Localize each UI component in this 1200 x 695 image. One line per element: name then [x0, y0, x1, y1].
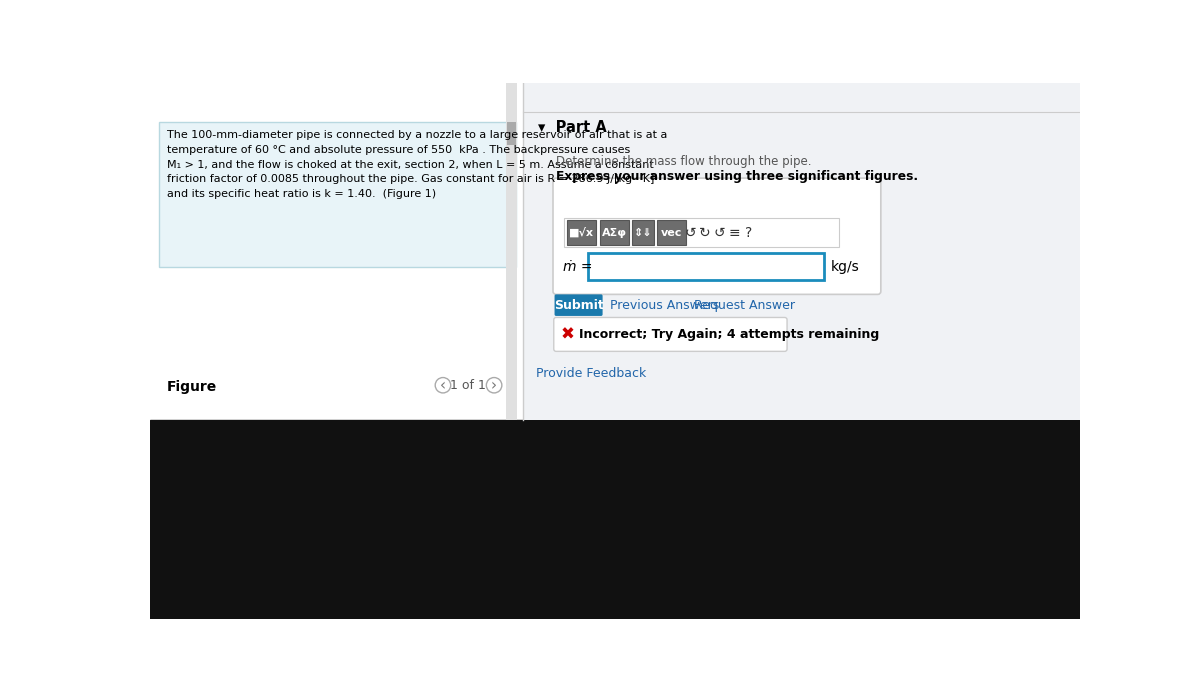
Text: vec: vec — [661, 228, 683, 238]
Text: ṁ =: ṁ = — [563, 260, 593, 274]
Text: Express your answer using three significant figures.: Express your answer using three signific… — [556, 170, 918, 183]
Text: ■√x: ■√x — [569, 227, 594, 238]
Text: M₁ > 1, and the flow is choked at the exit, section 2, when L = 5 m. Assume a co: M₁ > 1, and the flow is choked at the ex… — [167, 160, 654, 170]
Text: The 100-mm-diameter pipe is connected by a nozzle to a large reservoir of air th: The 100-mm-diameter pipe is connected by… — [167, 131, 667, 140]
Text: ▾  Part A: ▾ Part A — [538, 120, 606, 136]
Text: ›: › — [491, 378, 497, 393]
Bar — [566, 220, 596, 245]
Bar — [523, 83, 1080, 420]
Circle shape — [436, 377, 451, 393]
Text: ↻: ↻ — [700, 226, 710, 240]
FancyBboxPatch shape — [553, 178, 881, 295]
Text: ↺: ↺ — [714, 226, 726, 240]
Text: 1 of 1: 1 of 1 — [450, 379, 486, 392]
Text: Submit: Submit — [553, 299, 604, 311]
Text: ≡: ≡ — [728, 226, 740, 240]
Text: ↺: ↺ — [684, 226, 696, 240]
Text: friction factor of 0.0085 throughout the pipe. Gas constant for air is R = 286.9: friction factor of 0.0085 throughout the… — [167, 174, 654, 184]
Text: Figure: Figure — [167, 380, 217, 394]
Text: ⇕⇓: ⇕⇓ — [634, 228, 653, 238]
Bar — [632, 220, 654, 245]
Text: Determine the mass flow through the pipe.: Determine the mass flow through the pipe… — [556, 155, 811, 168]
Text: ✖: ✖ — [560, 325, 575, 343]
Bar — [160, 122, 516, 267]
Bar — [588, 253, 824, 280]
FancyBboxPatch shape — [553, 318, 787, 352]
Text: and its specific heat ratio is k = 1.40.  (Figure 1): and its specific heat ratio is k = 1.40.… — [167, 189, 436, 199]
Text: Previous Answers: Previous Answers — [611, 299, 720, 311]
Bar — [150, 420, 1080, 619]
Bar — [505, 83, 516, 420]
Text: Incorrect; Try Again; 4 attempts remaining: Incorrect; Try Again; 4 attempts remaini… — [578, 328, 878, 341]
Text: ‹: ‹ — [440, 378, 446, 393]
Text: ?: ? — [745, 226, 752, 240]
Bar — [506, 122, 516, 145]
Circle shape — [486, 377, 502, 393]
FancyBboxPatch shape — [554, 295, 602, 316]
Text: Provide Feedback: Provide Feedback — [536, 367, 647, 379]
Bar — [656, 220, 686, 245]
Text: Request Answer: Request Answer — [694, 299, 796, 311]
Text: kg/s: kg/s — [830, 260, 859, 274]
Bar — [600, 220, 629, 245]
Bar — [564, 218, 839, 247]
Text: AΣφ: AΣφ — [601, 228, 626, 238]
Text: temperature of 60 °C and absolute pressure of 550  kPa . The backpressure causes: temperature of 60 °C and absolute pressu… — [167, 145, 630, 155]
